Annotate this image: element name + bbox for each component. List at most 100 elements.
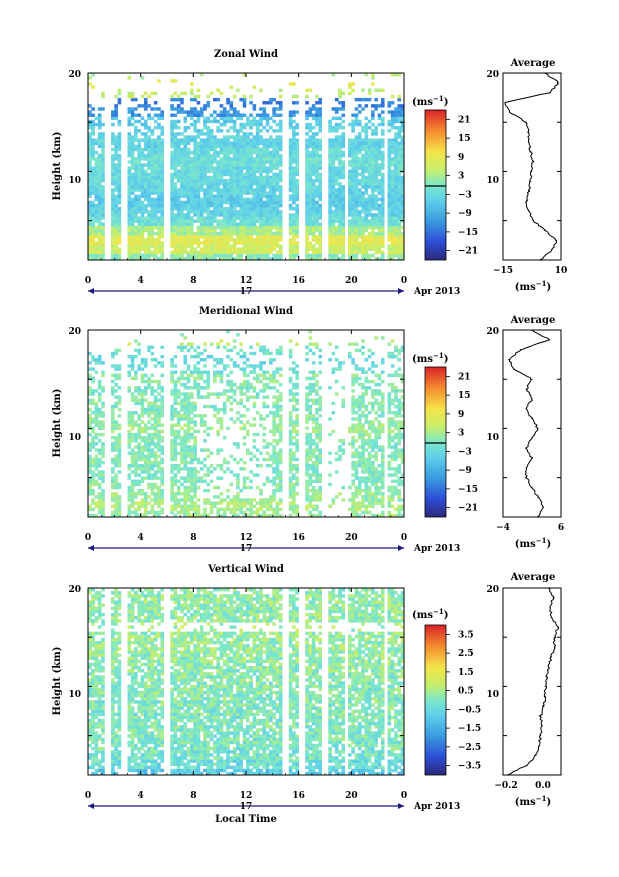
field-cell (200, 241, 204, 244)
field-cell (351, 207, 355, 210)
field-cell (328, 126, 332, 129)
field-cell (295, 154, 299, 157)
field-cell (111, 235, 115, 238)
field-cell (371, 151, 375, 154)
field-cell (203, 142, 207, 145)
field-cell (151, 132, 155, 135)
field-cell (95, 436, 99, 439)
field-cell (259, 185, 263, 188)
field-cell (226, 399, 230, 402)
field-cell (368, 232, 372, 235)
field-cell (210, 182, 214, 185)
field-cell (276, 216, 280, 219)
field-cell (91, 148, 95, 151)
field-cell (170, 98, 174, 101)
field-cell (213, 151, 217, 154)
field-cell (223, 346, 227, 349)
field-cell (157, 455, 161, 458)
field-cell (160, 402, 164, 405)
field-cell (378, 216, 382, 219)
field-cell (207, 238, 211, 241)
field-cell (243, 132, 247, 135)
field-cell (190, 182, 194, 185)
field-cell (279, 123, 283, 126)
field-cell (348, 226, 352, 229)
field-cell (272, 179, 276, 182)
field-cell (259, 167, 263, 170)
field-cell (114, 210, 118, 213)
x-tick-label: 0 (401, 276, 407, 286)
field-cell (118, 101, 122, 104)
field-cell (193, 182, 197, 185)
field-cell (246, 248, 250, 251)
field-cell (183, 414, 187, 417)
field-cell (397, 207, 401, 210)
field-cell (134, 480, 138, 483)
field-cell (328, 188, 332, 191)
field-cell (289, 241, 293, 244)
field-cell (151, 411, 155, 414)
field-cell (131, 207, 135, 210)
field-cell (220, 179, 224, 182)
field-cell (128, 207, 132, 210)
field-cell (91, 173, 95, 176)
field-cell (207, 251, 211, 254)
field-cell (220, 173, 224, 176)
field-cell (151, 476, 155, 479)
day-arrow-right (398, 288, 404, 294)
field-cell (157, 154, 161, 157)
field-cell (371, 198, 375, 201)
field-cell (365, 201, 369, 204)
field-cell (101, 173, 105, 176)
field-cell (269, 213, 273, 216)
field-cell (341, 185, 345, 188)
field-cell (174, 442, 178, 445)
field-cell (193, 154, 197, 157)
field-cell (223, 110, 227, 113)
field-cell (151, 392, 155, 395)
field-cell (381, 182, 385, 185)
field-cell (397, 104, 401, 107)
field-cell (374, 163, 378, 166)
field-cell (361, 191, 365, 194)
field-cell (170, 498, 174, 501)
field-cell (128, 226, 132, 229)
field-cell (98, 386, 102, 389)
field-cell (187, 160, 191, 163)
field-cell (216, 167, 220, 170)
field-cell (141, 392, 145, 395)
field-cell (230, 104, 234, 107)
field-cell (193, 377, 197, 380)
field-cell (91, 411, 95, 414)
field-cell (177, 176, 181, 179)
field-cell (249, 210, 253, 213)
field-cell (351, 120, 355, 123)
field-cell (154, 380, 158, 383)
colorbar-tick-label: 9 (458, 153, 464, 163)
field-cell (170, 241, 174, 244)
field-cell (111, 461, 115, 464)
field-cell (276, 148, 280, 151)
field-cell (341, 138, 345, 141)
field-cell (180, 333, 184, 336)
field-cell (230, 248, 234, 251)
field-cell (361, 179, 365, 182)
field-cell (272, 223, 276, 226)
field-cell (118, 223, 122, 226)
field-cell (338, 210, 342, 213)
field-cell (328, 179, 332, 182)
field-cell (141, 498, 145, 501)
field-cell (134, 470, 138, 473)
field-cell (266, 207, 270, 210)
field-cell (183, 173, 187, 176)
field-cell (368, 195, 372, 198)
field-cell (335, 204, 339, 207)
field-cell (289, 188, 293, 191)
field-cell (151, 455, 155, 458)
field-cell (137, 489, 141, 492)
field-cell (154, 445, 158, 448)
field-cell (292, 238, 296, 241)
field-cell (101, 154, 105, 157)
field-cell (223, 411, 227, 414)
field-cell (371, 179, 375, 182)
